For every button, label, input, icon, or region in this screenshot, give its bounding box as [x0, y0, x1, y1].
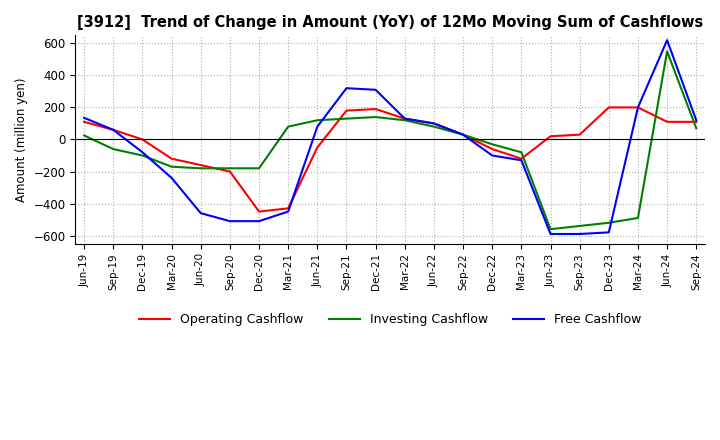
- Operating Cashflow: [488, 147, 497, 152]
- Investing Cashflow: [663, 49, 672, 54]
- Investing Cashflow: [605, 220, 613, 225]
- Free Cashflow: [692, 117, 701, 123]
- Free Cashflow: [313, 124, 322, 129]
- Operating Cashflow: [167, 156, 176, 161]
- Free Cashflow: [517, 158, 526, 163]
- Investing Cashflow: [197, 165, 205, 171]
- Operating Cashflow: [197, 162, 205, 168]
- Investing Cashflow: [313, 117, 322, 123]
- Free Cashflow: [197, 210, 205, 216]
- Investing Cashflow: [430, 124, 438, 129]
- Operating Cashflow: [138, 137, 147, 142]
- Free Cashflow: [109, 127, 117, 132]
- Free Cashflow: [138, 150, 147, 155]
- Operating Cashflow: [342, 108, 351, 113]
- Investing Cashflow: [546, 227, 555, 232]
- Operating Cashflow: [284, 206, 292, 211]
- Investing Cashflow: [488, 142, 497, 147]
- Free Cashflow: [430, 121, 438, 126]
- Free Cashflow: [605, 230, 613, 235]
- Free Cashflow: [225, 219, 234, 224]
- Operating Cashflow: [634, 105, 642, 110]
- Line: Operating Cashflow: Operating Cashflow: [84, 107, 696, 212]
- Investing Cashflow: [400, 117, 409, 123]
- Free Cashflow: [284, 209, 292, 214]
- Free Cashflow: [255, 219, 264, 224]
- Operating Cashflow: [575, 132, 584, 137]
- Free Cashflow: [575, 231, 584, 237]
- Free Cashflow: [342, 85, 351, 91]
- Investing Cashflow: [342, 116, 351, 121]
- Free Cashflow: [488, 153, 497, 158]
- Free Cashflow: [459, 132, 467, 137]
- Operating Cashflow: [605, 105, 613, 110]
- Free Cashflow: [80, 115, 89, 121]
- Operating Cashflow: [459, 132, 467, 137]
- Free Cashflow: [663, 37, 672, 43]
- Investing Cashflow: [284, 124, 292, 129]
- Operating Cashflow: [517, 156, 526, 161]
- Operating Cashflow: [663, 119, 672, 125]
- Investing Cashflow: [459, 132, 467, 137]
- Investing Cashflow: [167, 164, 176, 169]
- Y-axis label: Amount (million yen): Amount (million yen): [15, 77, 28, 202]
- Operating Cashflow: [109, 127, 117, 132]
- Operating Cashflow: [372, 106, 380, 112]
- Investing Cashflow: [692, 125, 701, 131]
- Free Cashflow: [167, 175, 176, 180]
- Legend: Operating Cashflow, Investing Cashflow, Free Cashflow: Operating Cashflow, Investing Cashflow, …: [134, 308, 647, 331]
- Free Cashflow: [634, 105, 642, 110]
- Operating Cashflow: [692, 119, 701, 125]
- Investing Cashflow: [575, 224, 584, 229]
- Investing Cashflow: [80, 133, 89, 138]
- Free Cashflow: [400, 116, 409, 121]
- Operating Cashflow: [313, 145, 322, 150]
- Operating Cashflow: [400, 116, 409, 121]
- Operating Cashflow: [430, 121, 438, 126]
- Operating Cashflow: [546, 134, 555, 139]
- Line: Free Cashflow: Free Cashflow: [84, 40, 696, 234]
- Free Cashflow: [546, 231, 555, 237]
- Title: [3912]  Trend of Change in Amount (YoY) of 12Mo Moving Sum of Cashflows: [3912] Trend of Change in Amount (YoY) o…: [77, 15, 703, 30]
- Operating Cashflow: [80, 119, 89, 125]
- Investing Cashflow: [138, 153, 147, 158]
- Line: Investing Cashflow: Investing Cashflow: [84, 51, 696, 229]
- Free Cashflow: [372, 87, 380, 92]
- Investing Cashflow: [634, 215, 642, 220]
- Investing Cashflow: [225, 165, 234, 171]
- Investing Cashflow: [372, 114, 380, 120]
- Investing Cashflow: [255, 165, 264, 171]
- Operating Cashflow: [225, 169, 234, 174]
- Investing Cashflow: [517, 150, 526, 155]
- Operating Cashflow: [255, 209, 264, 214]
- Investing Cashflow: [109, 147, 117, 152]
